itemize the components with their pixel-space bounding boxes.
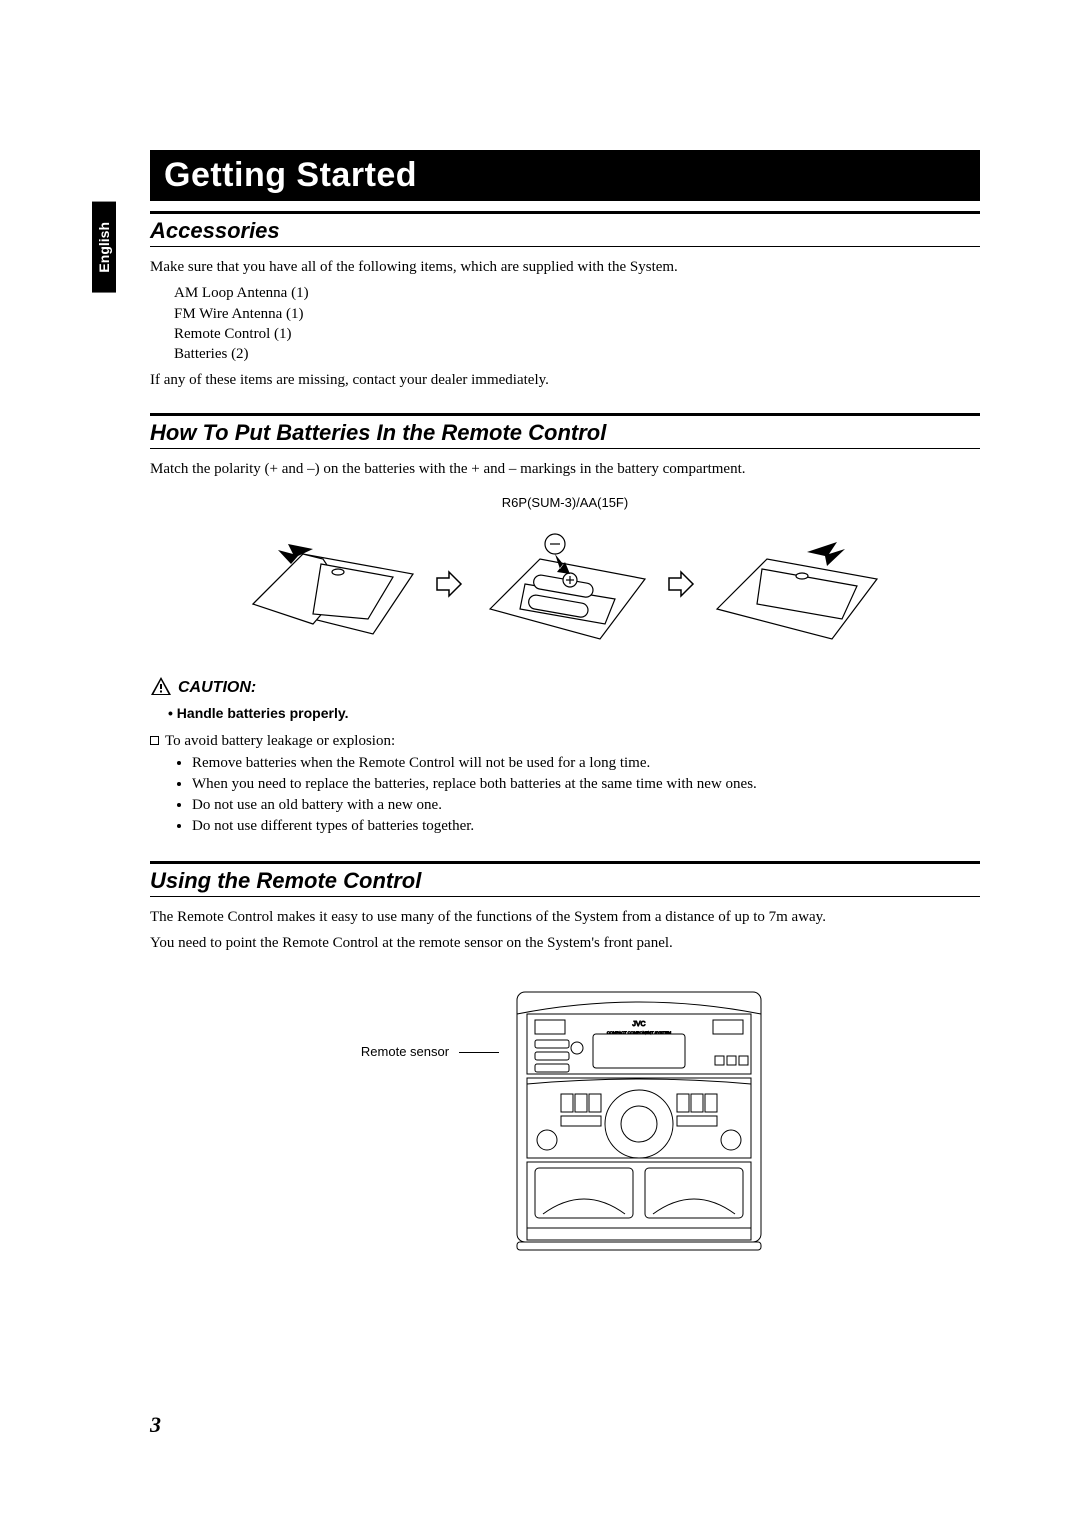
system-illustration: JVC COMPACT COMPONENT SYSTEM	[509, 984, 769, 1259]
section-heading-batteries: How To Put Batteries In the Remote Contr…	[150, 416, 980, 448]
arrow-right-icon	[667, 570, 695, 598]
remote-step-2	[475, 514, 655, 654]
language-tab: English	[92, 202, 116, 293]
section-divider	[150, 896, 980, 897]
remote-step-1	[243, 514, 423, 654]
arrow-right-icon	[435, 570, 463, 598]
accessories-note: If any of these items are missing, conta…	[150, 370, 980, 390]
caution-point: • Handle batteries properly.	[168, 705, 980, 721]
list-item: FM Wire Antenna (1)	[174, 304, 980, 324]
using-remote-line1: The Remote Control makes it easy to use …	[150, 907, 980, 927]
remote-step-3	[707, 514, 887, 654]
battery-spec-label: R6P(SUM-3)/AA(15F)	[502, 495, 628, 510]
list-item: Do not use an old battery with a new one…	[192, 795, 980, 816]
list-item: AM Loop Antenna (1)	[174, 283, 980, 303]
page-title: Getting Started	[164, 156, 966, 195]
leakage-intro: To avoid battery leakage or explosion:	[150, 731, 980, 751]
section-divider	[150, 246, 980, 247]
section-heading-accessories: Accessories	[150, 214, 980, 246]
caution-row: CAUTION:	[150, 676, 980, 701]
section-divider	[150, 448, 980, 449]
list-item: Remote Control (1)	[174, 324, 980, 344]
page-content: Getting Started Accessories Make sure th…	[150, 150, 980, 1259]
accessories-list: AM Loop Antenna (1) FM Wire Antenna (1) …	[174, 283, 980, 364]
svg-text:COMPACT COMPONENT SYSTEM: COMPACT COMPONENT SYSTEM	[607, 1030, 671, 1035]
svg-text:JVC: JVC	[632, 1021, 645, 1028]
leakage-list: Remove batteries when the Remote Control…	[178, 753, 980, 837]
system-figure: Remote sensor JVC COMPACT COMPONENT SYST…	[150, 984, 980, 1259]
battery-figure: R6P(SUM-3)/AA(15F)	[150, 495, 980, 654]
using-remote-line2: You need to point the Remote Control at …	[150, 933, 980, 953]
caution-icon	[150, 676, 172, 701]
main-title-bar: Getting Started	[150, 150, 980, 201]
section-heading-using-remote: Using the Remote Control	[150, 864, 980, 896]
list-item: Do not use different types of batteries …	[192, 816, 980, 837]
batteries-intro: Match the polarity (+ and –) on the batt…	[150, 459, 980, 479]
remote-sensor-label: Remote sensor	[361, 1044, 449, 1059]
leakage-intro-text: To avoid battery leakage or explosion:	[165, 733, 395, 749]
callout-line	[459, 1052, 499, 1053]
list-item: Batteries (2)	[174, 344, 980, 364]
list-item: Remove batteries when the Remote Control…	[192, 753, 980, 774]
square-bullet-icon	[150, 736, 159, 745]
page-number: 3	[150, 1412, 161, 1438]
list-item: When you need to replace the batteries, …	[192, 774, 980, 795]
accessories-intro: Make sure that you have all of the follo…	[150, 257, 980, 277]
caution-label: CAUTION:	[178, 679, 256, 697]
remote-steps-row	[243, 514, 887, 654]
